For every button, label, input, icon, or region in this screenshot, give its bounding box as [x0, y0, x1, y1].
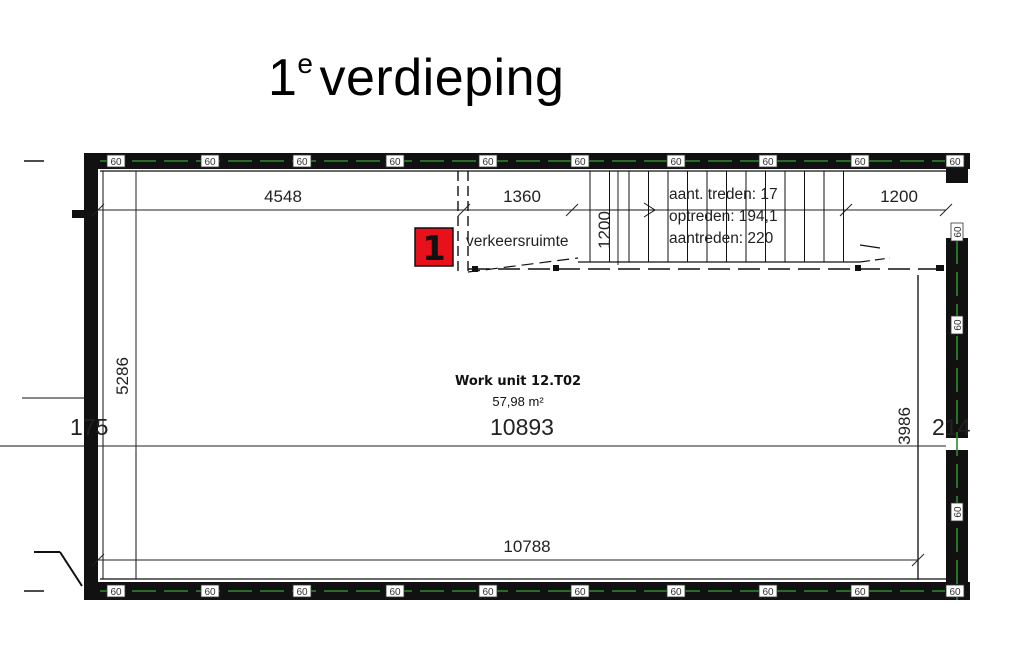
tick: [911, 553, 925, 567]
door-swing-line-2: [859, 257, 891, 263]
title-ordinal: 1: [268, 49, 298, 107]
stair-going: aantreden: 220: [669, 230, 774, 247]
svg-text:60: 60: [670, 587, 682, 598]
svg-text:60: 60: [389, 157, 401, 168]
wall-tag: 60: [758, 154, 778, 168]
svg-text:60: 60: [110, 587, 122, 598]
svg-text:60: 60: [204, 587, 216, 598]
wall-tag: 60: [385, 584, 405, 598]
svg-text:60: 60: [574, 587, 586, 598]
stair-rise: optreden: 194,1: [669, 208, 778, 225]
tick: [939, 203, 953, 217]
svg-text:60: 60: [953, 506, 964, 518]
svg-text:60: 60: [482, 587, 494, 598]
dim-top-middle: 1360: [503, 187, 541, 206]
svg-text:60: 60: [389, 587, 401, 598]
wall-tag: 60: [200, 154, 220, 168]
wall-tag: 60: [850, 154, 870, 168]
wall-tag: 60: [106, 154, 126, 168]
wall-tags: 60 60 60 60 60 60 60 60 60 60 60 60 60 60 60 60 60 60 60 60…: [106, 154, 965, 598]
stair-area: [457, 171, 946, 273]
wall-tag: 60: [950, 315, 964, 335]
dim-top-left: 4548: [264, 187, 302, 206]
unit-area: 57,98 m²: [492, 394, 544, 409]
wall-tag: 60: [106, 584, 126, 598]
tick: [839, 203, 853, 217]
wall-tag: 60: [478, 584, 498, 598]
stair-treads-count: aant. treden: 17: [669, 186, 778, 203]
svg-text:60: 60: [670, 157, 682, 168]
wall-tag: 60: [666, 584, 686, 598]
wall-tag: 60: [945, 154, 965, 168]
svg-text:60: 60: [110, 157, 122, 168]
dim-bottom: 10788: [503, 537, 550, 556]
post: [936, 265, 944, 271]
dim-top-right: 1200: [880, 187, 918, 206]
left-notch: [72, 210, 84, 218]
wall-tag: 60: [200, 584, 220, 598]
wall-tag: 60: [850, 584, 870, 598]
wall-tag: 60: [478, 154, 498, 168]
svg-text:60: 60: [482, 157, 494, 168]
svg-text:60: 60: [949, 157, 961, 168]
wall-tag: 60: [570, 154, 590, 168]
door-swing-line: [467, 257, 579, 273]
post: [472, 266, 478, 272]
unit-name: Work unit 12.T02: [455, 374, 581, 389]
svg-text:60: 60: [296, 587, 308, 598]
svg-text:60: 60: [854, 157, 866, 168]
svg-text:60: 60: [854, 587, 866, 598]
door-swing-mark: [859, 244, 881, 249]
dim-right-vertical: 3986: [895, 407, 914, 445]
wall-tag: 60: [666, 154, 686, 168]
title-text: verdieping: [319, 49, 565, 107]
wall-tag: 60: [950, 222, 964, 242]
room-label: verkeersruimte: [466, 233, 569, 250]
wall-tag: 60: [570, 584, 590, 598]
dim-right-wall: 214: [932, 414, 971, 440]
wall-tag: 60: [292, 584, 312, 598]
tick: [91, 553, 105, 567]
left-details: [0, 160, 97, 592]
svg-text:60: 60: [204, 157, 216, 168]
svg-text:60: 60: [953, 226, 964, 238]
wall-tag: 60: [385, 154, 405, 168]
svg-text:60: 60: [762, 587, 774, 598]
svg-text:60: 60: [953, 319, 964, 331]
title-superscript: e: [297, 48, 314, 79]
svg-text:60: 60: [949, 587, 961, 598]
left-wall: [84, 153, 98, 600]
entry-diagonal: [59, 551, 83, 587]
svg-text:60: 60: [762, 157, 774, 168]
room-marker-number: 1: [422, 229, 446, 269]
wall-tag: 60: [292, 154, 312, 168]
dim-left-wall: 175: [70, 414, 108, 440]
post: [553, 265, 559, 271]
dim-left-vertical: 5286: [113, 357, 132, 395]
svg-text:60: 60: [296, 157, 308, 168]
stair-arrow-head: [643, 202, 656, 218]
wall-tag: 60: [950, 502, 964, 522]
post: [855, 265, 861, 271]
wall-tag: 60: [758, 584, 778, 598]
wall-tag: 60: [945, 584, 965, 598]
svg-text:60: 60: [574, 157, 586, 168]
stair-treads: [589, 171, 844, 262]
dim-stair-width: 1200: [595, 211, 614, 249]
right-wall-bottom: [946, 450, 968, 600]
tick: [91, 203, 105, 217]
dim-total-length: 10893: [490, 414, 554, 440]
tick: [565, 203, 579, 217]
page-title: 1e verdieping: [268, 48, 564, 108]
room-marker: [414, 227, 454, 267]
